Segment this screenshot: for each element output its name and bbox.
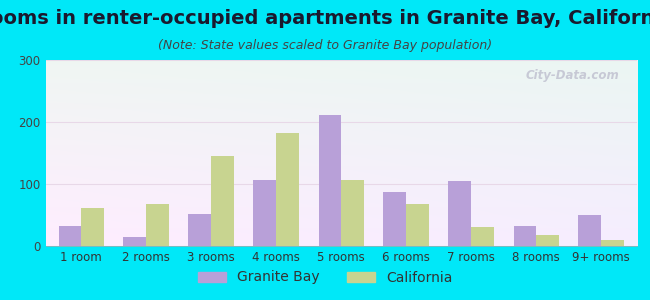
- Legend: Granite Bay, California: Granite Bay, California: [192, 265, 458, 290]
- Bar: [188, 214, 211, 246]
- Bar: [254, 180, 276, 246]
- Bar: [448, 181, 471, 246]
- Bar: [341, 180, 364, 246]
- Bar: [211, 156, 234, 246]
- Bar: [318, 115, 341, 246]
- Text: Rooms in renter-occupied apartments in Granite Bay, California: Rooms in renter-occupied apartments in G…: [0, 9, 650, 28]
- Bar: [58, 226, 81, 246]
- Bar: [536, 235, 559, 246]
- Bar: [81, 208, 104, 246]
- Bar: [146, 205, 169, 246]
- Bar: [384, 192, 406, 246]
- Bar: [578, 215, 601, 246]
- Bar: [601, 240, 624, 246]
- Bar: [514, 226, 536, 246]
- Bar: [124, 237, 146, 246]
- Bar: [406, 205, 429, 246]
- Text: City-Data.com: City-Data.com: [525, 69, 619, 82]
- Bar: [276, 133, 299, 246]
- Bar: [471, 227, 494, 246]
- Text: (Note: State values scaled to Granite Bay population): (Note: State values scaled to Granite Ba…: [158, 39, 492, 52]
